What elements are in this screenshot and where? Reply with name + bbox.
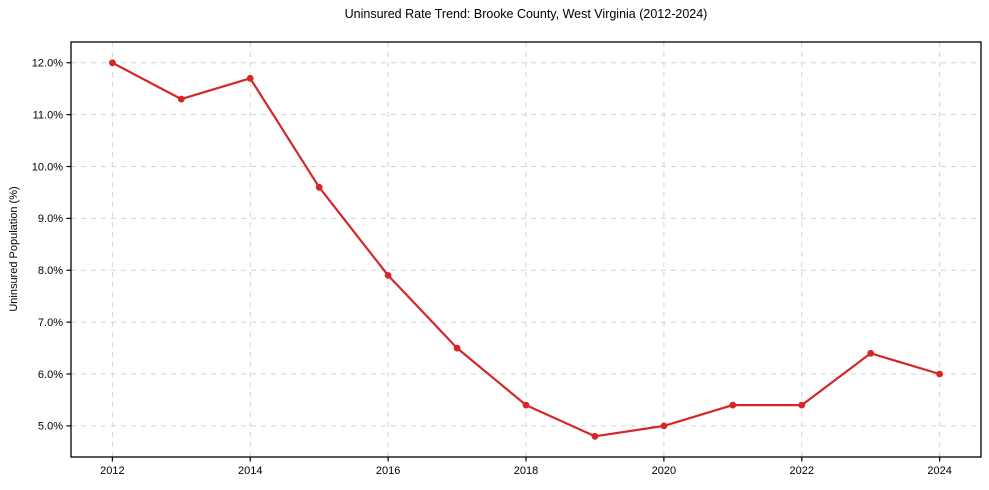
chart-title: Uninsured Rate Trend: Brooke County, Wes…: [344, 7, 708, 21]
y-tick-label: 8.0%: [38, 265, 63, 277]
data-point: [177, 95, 185, 103]
x-tick-label: 2012: [100, 465, 124, 477]
y-tick-label: 7.0%: [38, 317, 63, 329]
data-point: [109, 59, 116, 67]
x-tick-label: 2024: [927, 465, 951, 477]
data-point: [591, 432, 599, 440]
x-tick-label: 2022: [790, 465, 814, 477]
data-point: [384, 272, 392, 279]
trend-line: [111, 61, 941, 438]
y-tick-label: 10.0%: [32, 161, 63, 173]
data-point: [660, 422, 668, 430]
data-point: [936, 370, 943, 378]
x-tick-label: 2018: [514, 465, 538, 477]
y-tick-label: 11.0%: [33, 109, 64, 121]
y-tick-label: 12.0%: [32, 58, 63, 70]
data-point: [798, 401, 806, 409]
x-tick-label: 2020: [652, 465, 676, 477]
data-point: [522, 401, 530, 409]
y-tick-label: 9.0%: [38, 213, 63, 225]
data-point: [867, 349, 875, 357]
data-point: [729, 401, 737, 409]
y-tick-label: 6.0%: [38, 369, 63, 381]
y-tick-label: 5.0%: [38, 421, 63, 433]
data-point: [453, 344, 461, 352]
x-tick-label: 2016: [376, 465, 400, 477]
x-tick-label: 2014: [238, 465, 262, 477]
data-point: [246, 74, 254, 82]
data-point: [315, 183, 323, 191]
